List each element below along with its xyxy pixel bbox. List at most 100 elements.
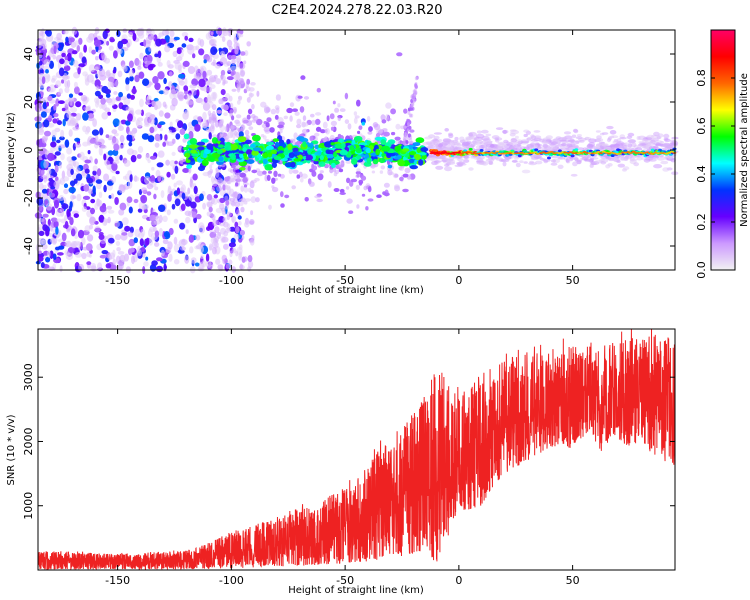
spectrogram-cell bbox=[225, 200, 230, 206]
spectrogram-cell bbox=[139, 238, 144, 247]
spectrogram-cell bbox=[83, 184, 90, 192]
spectrogram-cell bbox=[239, 69, 246, 77]
spectrogram-cell bbox=[135, 120, 143, 128]
spectrogram-cell bbox=[596, 151, 601, 153]
spectrogram-cell bbox=[189, 178, 193, 188]
spectrogram-cell bbox=[414, 83, 418, 88]
spectrogram-cell bbox=[601, 143, 609, 147]
spectrogram-cell bbox=[310, 113, 315, 118]
spectrogram-cell bbox=[43, 160, 49, 169]
spectrogram-cell bbox=[82, 172, 88, 179]
spectrogram-cell bbox=[189, 246, 194, 254]
spectrogram-cell bbox=[300, 177, 304, 183]
spectrogram-cell bbox=[215, 170, 220, 178]
spectrogram-cell bbox=[332, 100, 336, 105]
spectrogram-cell bbox=[275, 107, 280, 114]
spectrogram-cell bbox=[601, 150, 606, 153]
spectrogram-cell bbox=[64, 87, 70, 93]
spectrogram-cell bbox=[322, 121, 328, 129]
spectrogram-panel: -150 -100 -50 0 50 -40 -20 0 20 40 Height of str… bbox=[6, 26, 679, 296]
spectrogram-cell bbox=[339, 108, 346, 112]
spectrogram-cell bbox=[370, 162, 376, 169]
spectrogram-cell bbox=[145, 256, 149, 261]
spectrogram-cell bbox=[467, 151, 472, 154]
spectrogram-cell bbox=[561, 140, 569, 144]
spectrogram-cell bbox=[106, 160, 110, 165]
spectrogram-cell bbox=[189, 144, 198, 150]
spectrogram-cell bbox=[206, 211, 212, 217]
spectrogram-cell bbox=[51, 237, 56, 242]
spectrogram-cell bbox=[627, 139, 636, 143]
spectrogram-cell bbox=[195, 234, 201, 241]
spectrogram-cell bbox=[324, 141, 333, 148]
spectrogram-cell bbox=[128, 69, 134, 77]
spectrogram-cell bbox=[219, 118, 225, 124]
spectrogram-cell bbox=[601, 132, 609, 135]
spectrogram-cell bbox=[230, 55, 237, 60]
spectrogram-cell bbox=[207, 155, 215, 162]
spectrogram-cell bbox=[162, 141, 167, 147]
spectrogram-cell bbox=[380, 139, 387, 146]
spectrogram-cell bbox=[552, 146, 558, 150]
spectrogram-cell bbox=[46, 250, 51, 258]
spectrogram-cell bbox=[120, 254, 127, 263]
spectrogram-cell bbox=[355, 155, 362, 160]
spectrogram-cell bbox=[38, 150, 45, 155]
spectrogram-cell bbox=[59, 265, 63, 273]
spectrogram-cell bbox=[182, 168, 190, 173]
spectrogram-cell bbox=[194, 124, 201, 132]
spectrogram-cell bbox=[213, 194, 218, 199]
spectrogram-cell bbox=[385, 102, 392, 109]
spectrogram-cell bbox=[403, 108, 408, 114]
spectrogram-cell bbox=[154, 242, 160, 247]
spectrogram-cell bbox=[60, 218, 67, 224]
spectrogram-cell bbox=[76, 44, 81, 52]
spectrogram-cell bbox=[407, 133, 411, 138]
spectrogram-cell bbox=[94, 226, 101, 233]
spectrogram-cell bbox=[198, 78, 206, 88]
spectrogram-cell bbox=[227, 28, 234, 34]
spectrogram-cell bbox=[569, 156, 574, 162]
spectrogram-cell bbox=[78, 52, 83, 59]
spectrogram-cell bbox=[243, 156, 249, 160]
spectrogram-x-tick-label: 0 bbox=[455, 274, 462, 287]
spectrogram-cell bbox=[168, 253, 173, 262]
spectrogram-cell bbox=[178, 239, 186, 248]
spectrogram-cell bbox=[150, 28, 155, 37]
spectrogram-cell bbox=[302, 156, 307, 160]
spectrogram-cell bbox=[197, 116, 203, 121]
spectrogram-cell bbox=[108, 45, 114, 51]
spectrogram-cell bbox=[61, 107, 66, 112]
spectrogram-cell bbox=[640, 142, 646, 146]
spectrogram-cell bbox=[391, 131, 396, 136]
spectrogram-cell bbox=[366, 115, 371, 122]
spectrogram-cell bbox=[42, 193, 49, 201]
spectrogram-cell bbox=[58, 161, 63, 169]
spectrogram-cell bbox=[41, 137, 48, 144]
spectrogram-cell bbox=[277, 173, 282, 177]
spectrogram-cell bbox=[206, 96, 213, 104]
spectrogram-cell bbox=[226, 214, 230, 221]
spectrogram-cell bbox=[361, 193, 366, 197]
spectrogram-cell bbox=[333, 151, 338, 158]
spectrogram-cell bbox=[492, 152, 497, 155]
spectrogram-cell bbox=[59, 58, 65, 65]
spectrogram-cell bbox=[69, 201, 73, 209]
spectrogram-cell bbox=[137, 208, 143, 213]
spectrogram-cell bbox=[50, 217, 58, 223]
spectrogram-cell bbox=[229, 197, 236, 202]
spectrogram-cell bbox=[107, 111, 112, 116]
spectrogram-cell bbox=[588, 138, 597, 143]
spectrogram-cell bbox=[617, 152, 622, 155]
spectrogram-cell bbox=[195, 97, 203, 104]
spectrogram-cell bbox=[44, 108, 52, 114]
spectrogram-cell bbox=[262, 152, 269, 158]
spectrogram-cell bbox=[87, 234, 94, 242]
spectrogram-cell bbox=[587, 159, 593, 163]
spectrogram-cell bbox=[41, 243, 48, 250]
spectrogram-cell bbox=[437, 139, 443, 142]
spectrogram-cell bbox=[573, 157, 579, 161]
spectrogram-cell bbox=[39, 30, 44, 36]
spectrogram-cell bbox=[112, 249, 116, 258]
spectrogram-cell bbox=[517, 154, 522, 158]
